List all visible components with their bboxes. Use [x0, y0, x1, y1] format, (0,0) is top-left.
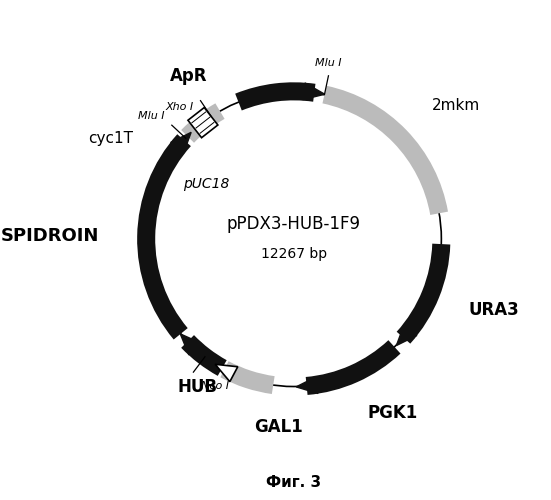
Text: 2mkm: 2mkm — [432, 98, 480, 113]
Polygon shape — [188, 108, 218, 138]
Polygon shape — [215, 364, 238, 382]
Text: PGK1: PGK1 — [368, 404, 418, 422]
Polygon shape — [396, 324, 417, 345]
Text: 12267 bp: 12267 bp — [261, 246, 327, 260]
Polygon shape — [296, 376, 318, 394]
Text: cyc1T: cyc1T — [89, 132, 133, 146]
Text: pUC18: pUC18 — [183, 177, 229, 191]
Polygon shape — [302, 83, 325, 100]
Text: Фиг. 3: Фиг. 3 — [266, 475, 321, 490]
Text: ApR: ApR — [170, 67, 207, 85]
Polygon shape — [180, 334, 201, 355]
Text: URA3: URA3 — [469, 300, 520, 318]
Text: GAL1: GAL1 — [254, 418, 302, 436]
Text: Nco I: Nco I — [201, 381, 229, 391]
Text: SPIDROIN: SPIDROIN — [1, 226, 99, 244]
Polygon shape — [171, 132, 191, 154]
Text: HUB: HUB — [177, 378, 217, 396]
Text: Mlu I: Mlu I — [315, 58, 342, 68]
Text: Mlu I: Mlu I — [138, 112, 164, 122]
Text: pPDX3-HUB-1F9: pPDX3-HUB-1F9 — [227, 215, 361, 233]
Text: Xho I: Xho I — [165, 102, 193, 112]
